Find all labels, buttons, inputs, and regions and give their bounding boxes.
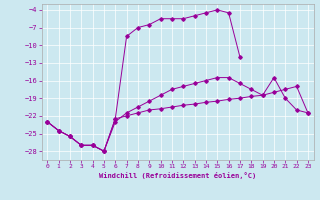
X-axis label: Windchill (Refroidissement éolien,°C): Windchill (Refroidissement éolien,°C)	[99, 172, 256, 179]
